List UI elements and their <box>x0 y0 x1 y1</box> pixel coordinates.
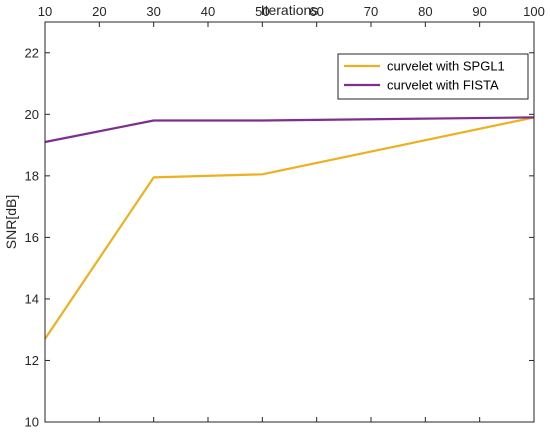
x-tick-label: 40 <box>201 4 215 19</box>
x-tick-label: 10 <box>38 4 52 19</box>
y-tick-label: 18 <box>25 168 39 183</box>
legend: curvelet with SPGL1 curvelet with FISTA <box>337 53 529 100</box>
y-tick-label: 20 <box>25 107 39 122</box>
y-tick-label: 16 <box>25 230 39 245</box>
legend-label-1: curvelet with SPGL1 <box>387 59 505 74</box>
legend-box <box>337 53 529 100</box>
y-tick-label: 22 <box>25 45 39 60</box>
y-tick-label: 12 <box>25 353 39 368</box>
x-tick-label: 90 <box>472 4 486 19</box>
series-layer <box>44 116 535 340</box>
y-tick-label: 10 <box>25 415 39 430</box>
x-tick-label: 20 <box>92 4 106 19</box>
x-tick-label: 50 <box>255 4 269 19</box>
y-tick-label: 14 <box>25 291 39 306</box>
series-line-1 <box>44 116 535 340</box>
x-tick-label: 60 <box>309 4 323 19</box>
axes-layer: 10 20 30 40 50 60 70 80 90 100 10 12 14 16 18 20 22 <box>25 4 545 430</box>
x-tick-label: 100 <box>523 4 545 19</box>
y-axis-title: SNR[dB] <box>3 195 19 249</box>
axes-box <box>44 21 535 423</box>
legend-label-2: curvelet with FISTA <box>387 78 499 93</box>
x-tick-label: 80 <box>418 4 432 19</box>
x-tick-label: 70 <box>364 4 378 19</box>
x-tick-label: 30 <box>146 4 160 19</box>
series-line-2 <box>44 116 535 144</box>
x-axis-title: Iterations <box>261 2 319 18</box>
